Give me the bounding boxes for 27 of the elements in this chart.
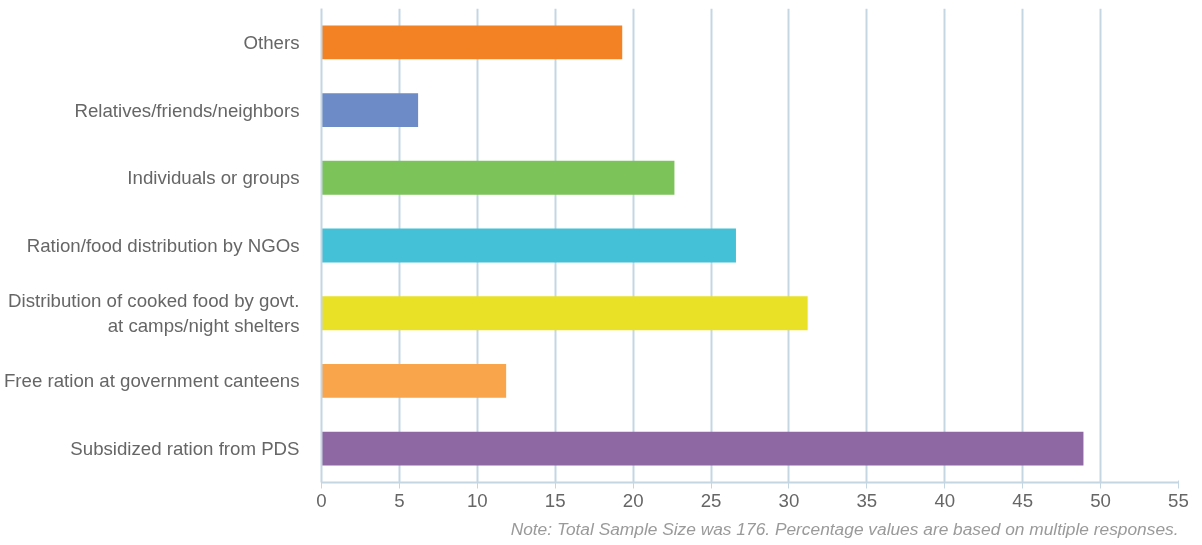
x-tick-label: 15 — [544, 489, 566, 511]
x-tick-label: 35 — [856, 489, 878, 511]
x-tick-label: 55 — [1168, 489, 1189, 511]
y-tick-label: Ration/food distribution by NGOs — [26, 235, 300, 256]
bar — [321, 160, 675, 195]
y-tick-label: Distribution of cooked food by govt. at camps/night shelters — [8, 290, 300, 337]
bar — [321, 431, 1084, 466]
bar — [321, 228, 736, 263]
x-tick-label: 30 — [778, 489, 800, 511]
bar — [321, 364, 507, 398]
text: Note: Total Sample Size was 176. Percentage values are based on multiple responses. — [510, 518, 1179, 539]
bar — [321, 296, 808, 331]
x-tick-label: 40 — [934, 489, 956, 511]
y-tick-label: Individuals or groups — [127, 167, 300, 189]
y-tick-label: Relatives/friends/neighbors — [74, 99, 300, 121]
x-tick-label: 45 — [1012, 489, 1034, 511]
y-tick-label: Others — [243, 31, 300, 53]
bar — [321, 25, 623, 60]
x-tick-label: 5 — [394, 489, 405, 511]
y-tick-label: Free ration at government canteens — [3, 370, 300, 392]
x-tick-label: 0 — [316, 489, 327, 511]
y-tick-label: Subsidized ration from PDS — [70, 438, 300, 460]
x-tick-label: 50 — [1090, 489, 1111, 511]
x-tick-label: 20 — [622, 489, 644, 511]
x-tick-label: 10 — [466, 489, 488, 511]
x-tick-label: 25 — [700, 489, 722, 511]
bar — [321, 93, 419, 127]
